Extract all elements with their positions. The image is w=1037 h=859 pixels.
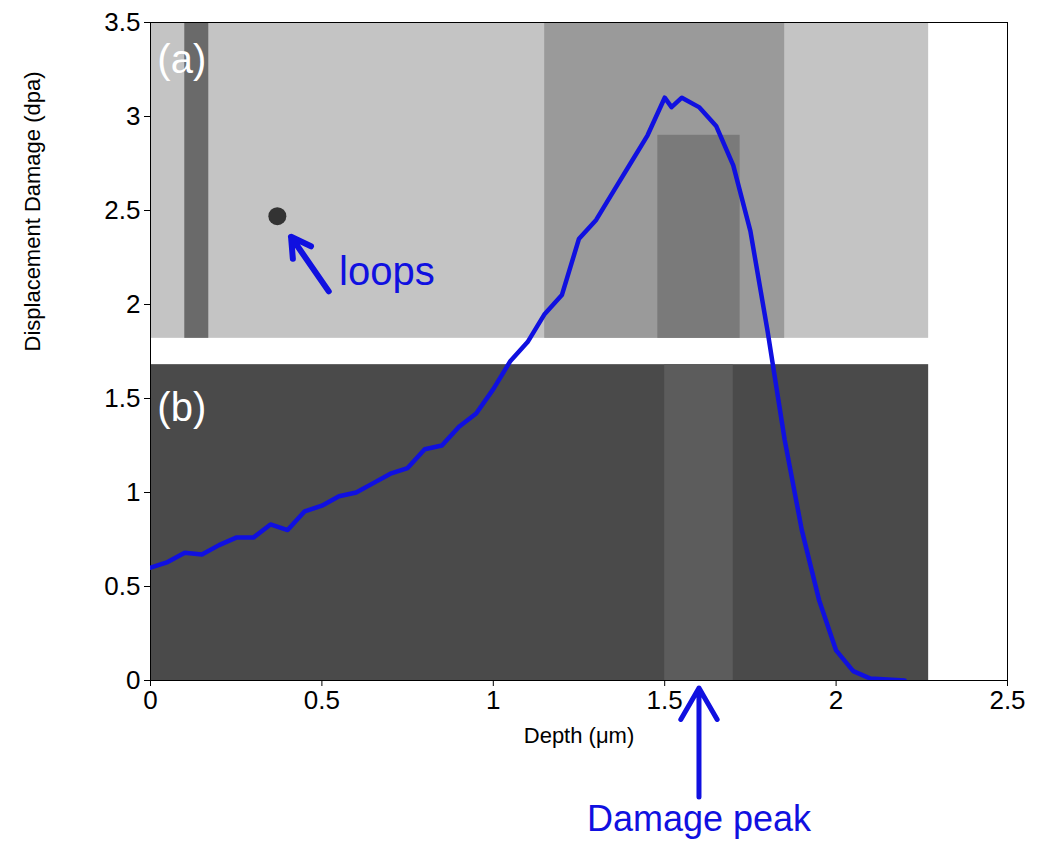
svg-text:0: 0 [126,665,140,695]
svg-text:2.5: 2.5 [104,195,140,225]
svg-text:loops: loops [339,249,435,293]
svg-text:1.5: 1.5 [104,383,140,413]
svg-text:2: 2 [126,289,140,319]
svg-text:1: 1 [126,477,140,507]
svg-text:3.5: 3.5 [104,7,140,37]
svg-text:Displacement Damage (dpa): Displacement Damage (dpa) [20,71,45,351]
svg-text:(b): (b) [157,385,206,429]
svg-text:Depth (μm): Depth (μm) [524,723,634,748]
svg-text:1.5: 1.5 [647,685,683,715]
svg-text:3: 3 [126,101,140,131]
svg-text:0: 0 [143,685,157,715]
svg-text:0.5: 0.5 [304,685,340,715]
svg-text:2: 2 [829,685,843,715]
svg-text:1: 1 [486,685,500,715]
svg-text:(a): (a) [157,37,206,81]
svg-text:Damage peak: Damage peak [587,798,812,839]
svg-text:0.5: 0.5 [104,571,140,601]
svg-text:2.5: 2.5 [989,685,1025,715]
